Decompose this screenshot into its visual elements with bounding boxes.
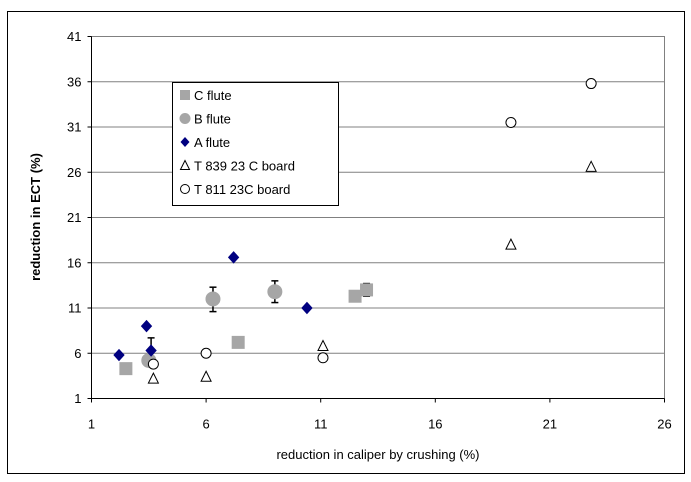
data-point-series-1 [267, 284, 283, 300]
legend-label: C flute [194, 88, 232, 103]
y-tick-label: 26 [67, 165, 81, 180]
data-point-series-4 [200, 347, 212, 359]
data-points [113, 78, 597, 384]
y-tick-label: 16 [67, 255, 81, 270]
data-point-series-4 [317, 352, 329, 364]
x-tick-label: 11 [314, 417, 328, 432]
data-point-series-2 [145, 344, 157, 357]
legend-label: B flute [194, 112, 231, 127]
data-point-series-0 [360, 283, 374, 297]
y-axis-title: reduction in ECT (%) [28, 153, 43, 281]
data-point-series-4 [505, 116, 517, 128]
y-tick-label: 11 [68, 301, 82, 316]
chart-border [7, 11, 685, 474]
data-point-series-0 [119, 362, 133, 376]
y-tick-label: 1 [74, 391, 81, 406]
data-point-series-3 [585, 160, 597, 172]
y-tick-label: 41 [67, 29, 81, 44]
data-point-series-4 [585, 78, 597, 90]
data-point-series-0 [348, 289, 362, 303]
y-tick-label: 21 [67, 210, 81, 225]
x-tick-label: 1 [88, 417, 95, 432]
data-point-series-2 [227, 251, 240, 264]
data-point-series-1 [205, 291, 221, 307]
legend: C flute B flute A flute T 839 23 C board T 8… [179, 88, 295, 197]
legend-marker [179, 113, 191, 124]
x-tick-label: 26 [657, 417, 671, 432]
x-axis-title: reduction in caliper by crushing (%) [276, 447, 479, 462]
legend-label: T 839 23 C board [194, 159, 295, 174]
data-point-series-2 [113, 348, 125, 362]
data-point-series-0 [231, 335, 245, 349]
x-tick-label: 16 [428, 417, 442, 432]
legend-label: A flute [194, 135, 230, 150]
data-point-series-3 [147, 371, 160, 384]
data-point-series-2 [140, 319, 153, 333]
legend-marker [180, 184, 190, 194]
y-tick-label: 36 [67, 74, 81, 89]
x-tick-label: 21 [543, 417, 557, 432]
y-tick-label: 6 [74, 346, 81, 361]
data-point-series-3 [317, 339, 329, 352]
data-point-series-3 [505, 238, 517, 250]
legend-marker [180, 137, 190, 147]
data-point-series-4 [147, 358, 159, 370]
legend-box [172, 82, 339, 206]
y-tick-label: 31 [67, 120, 81, 135]
data-point-series-2 [301, 301, 313, 315]
legend-marker [180, 90, 190, 100]
data-point-series-3 [200, 370, 212, 382]
x-tick-label: 6 [202, 417, 209, 432]
legend-marker [179, 159, 191, 170]
legend-label: T 811 23C board [194, 182, 290, 197]
